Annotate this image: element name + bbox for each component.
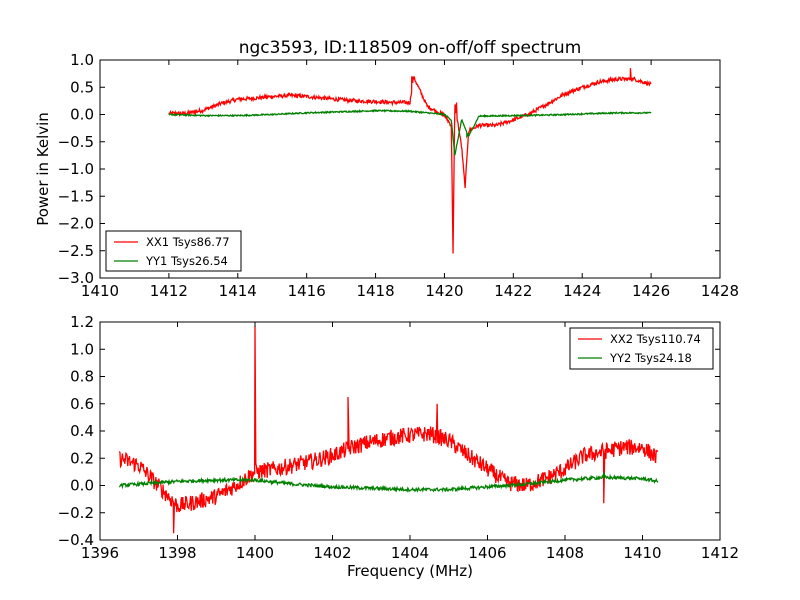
x-tick-label: 1412 <box>701 544 739 562</box>
x-tick-label: 1422 <box>494 282 532 300</box>
x-tick-label: 1424 <box>563 282 601 300</box>
x-tick-label: 1398 <box>158 544 196 562</box>
x-tick-label: 1412 <box>150 282 188 300</box>
y-tick-label: 0.4 <box>70 422 94 440</box>
y-tick-label: −2.0 <box>58 215 94 233</box>
x-tick-label: 1416 <box>288 282 326 300</box>
y-tick-label: −0.5 <box>58 133 94 151</box>
y-tick-label: 1.2 <box>70 313 94 331</box>
x-tick-label: 1406 <box>468 544 506 562</box>
legend-box <box>105 230 242 272</box>
chart-title: ngc3593, ID:118509 on-off/off spectrum <box>239 38 582 58</box>
bottom-x-axis-label: Frequency (MHz) <box>347 562 473 580</box>
series-line-2 <box>168 108 652 156</box>
y-tick-label: −0.4 <box>58 531 94 549</box>
x-tick-label: 1408 <box>546 544 584 562</box>
bottom-legend: XX2 Tsys110.74 YY2 Tsys24.18 <box>569 327 714 370</box>
legend-label: XX2 Tsys110.74 <box>610 332 701 346</box>
bottom-plot-marks <box>118 326 659 534</box>
series-line-1 <box>168 68 652 254</box>
series-line-2 <box>118 471 659 493</box>
y-tick-label: 0.2 <box>70 449 94 467</box>
y-tick-label: −3.0 <box>58 269 94 287</box>
y-tick-label: 0.0 <box>70 106 94 124</box>
y-tick-label: −0.2 <box>58 504 94 522</box>
y-tick-label: 1.0 <box>70 51 94 69</box>
legend-label: YY1 Tsys26.54 <box>145 254 228 268</box>
legend-label: XX1 Tsys86.77 <box>146 235 230 249</box>
x-tick-label: 1400 <box>236 544 274 562</box>
y-tick-label: 0.8 <box>70 368 94 386</box>
y-tick-label: −1.0 <box>58 160 94 178</box>
x-tick-label: 1414 <box>219 282 257 300</box>
bottom-ticks: 1396 1398 1400 1402 1404 1406 1408 1410 1412 −0.4… <box>58 313 740 562</box>
top-plot-marks <box>168 68 652 254</box>
bottom-panel: 1396 1398 1400 1402 1404 1406 1408 1410 1412 −0.4… <box>58 313 740 580</box>
top-y-axis-label: Power in Kelvin <box>34 112 52 226</box>
x-tick-label: 1428 <box>701 282 739 300</box>
legend-label: YY2 Tsys24.18 <box>609 351 692 365</box>
x-tick-label: 1396 <box>81 544 119 562</box>
y-tick-label: 0.6 <box>70 395 94 413</box>
legend-box <box>569 327 714 370</box>
top-ticks: 1410 1412 1414 1416 1418 1420 1422 1424 1426 1428… <box>58 51 740 300</box>
y-tick-label: 0.0 <box>70 477 94 495</box>
x-tick-label: 1410 <box>623 544 661 562</box>
x-tick-label: 1410 <box>81 282 119 300</box>
y-tick-label: −2.5 <box>58 242 94 260</box>
y-tick-label: 0.5 <box>70 78 94 96</box>
x-tick-label: 1402 <box>313 544 351 562</box>
top-panel: 1410 1412 1414 1416 1418 1420 1422 1424 1426 1428… <box>34 51 739 300</box>
top-legend: XX1 Tsys86.77 YY1 Tsys26.54 <box>105 230 242 272</box>
x-tick-label: 1418 <box>356 282 394 300</box>
y-tick-label: 1.0 <box>70 340 94 358</box>
y-tick-label: −1.5 <box>58 187 94 205</box>
x-tick-label: 1404 <box>391 544 429 562</box>
x-tick-label: 1420 <box>425 282 463 300</box>
x-tick-label: 1426 <box>632 282 670 300</box>
series-line-1 <box>118 326 659 534</box>
